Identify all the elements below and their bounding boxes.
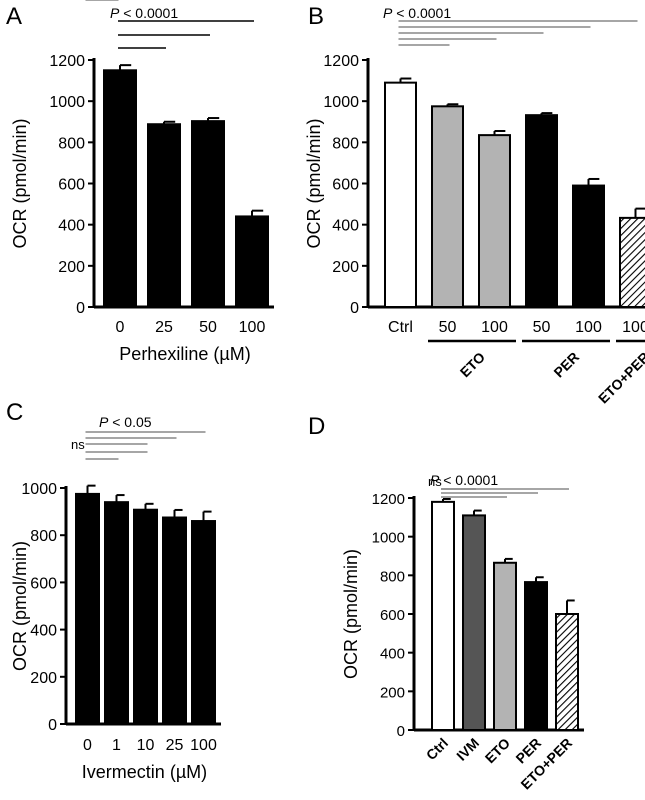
significance-label: P < 0.0001 (383, 5, 451, 21)
y-tick-label: 400 (332, 218, 359, 235)
significance-label: P < 0.0001 (110, 5, 178, 21)
x-tick-label: 0 (83, 737, 92, 754)
y-tick-label: 1000 (21, 481, 57, 498)
significance-label: P < 0.05 (99, 414, 152, 430)
y-tick-label: 600 (380, 607, 405, 624)
bar (555, 613, 579, 731)
y-tick-label: 1200 (372, 491, 405, 508)
group-label: ETO+PER (595, 349, 645, 407)
p-symbol: P (110, 5, 120, 21)
bar (162, 516, 187, 725)
y-tick-label: 400 (58, 218, 85, 235)
y-tick-label: 1200 (49, 53, 85, 70)
group-label: PER (550, 349, 582, 381)
y-tick-label: 1200 (323, 53, 359, 70)
y-tick-label: 0 (76, 300, 85, 317)
group-label: ETO (457, 349, 489, 381)
significance-label: P < 0.0001 (430, 472, 498, 488)
x-tick-label: 50 (199, 319, 217, 336)
y-tick-label: 800 (332, 135, 359, 152)
y-tick-label: 1000 (49, 94, 85, 111)
y-tick-label: 200 (58, 259, 85, 276)
y-tick-label: 0 (397, 723, 405, 740)
panel-letter-d: D (308, 413, 325, 440)
chart-panel-b: 0 200 400 600 800 1000 1200 OCR (pmol/min) Ctrl 5… (304, 5, 645, 406)
bar (191, 520, 216, 725)
y-tick-label: 200 (332, 259, 359, 276)
x-tick-label: 100 (575, 319, 602, 336)
bar (462, 514, 486, 732)
bar (478, 134, 511, 308)
bar (524, 581, 548, 731)
y-tick-label: 600 (30, 575, 57, 592)
x-axis-title: Perhexiline (µM) (119, 344, 250, 364)
panel-letter-b: B (308, 3, 324, 30)
chart-panel-a: 0 200 400 600 800 1000 1200 OCR (pmol/min) 0 25 50… (10, 5, 274, 364)
bar (235, 215, 269, 308)
y-tick-label: 800 (30, 528, 57, 545)
y-tick-label: 400 (30, 623, 57, 640)
y-tick-label: 200 (380, 684, 405, 701)
x-tick-label: 1 (112, 737, 121, 754)
bar (572, 184, 605, 308)
x-tick-label: 100 (190, 737, 217, 754)
bar (104, 501, 129, 725)
ns-label: ns (428, 474, 442, 489)
bar (384, 81, 417, 309)
x-tick-label: 50 (439, 319, 457, 336)
p-symbol: P (383, 5, 393, 21)
bar (431, 500, 455, 731)
y-axis-title: OCR (pmol/min) (10, 541, 30, 671)
y-tick-label: 1000 (372, 530, 405, 547)
p-value: < 0.05 (108, 414, 151, 430)
x-tick-label: 25 (166, 737, 184, 754)
y-axis-title: OCR (pmol/min) (10, 118, 30, 248)
p-symbol: P (99, 414, 109, 430)
p-value: < 0.0001 (439, 472, 498, 488)
y-tick-label: 600 (332, 177, 359, 194)
x-tick-label: 100 (481, 319, 508, 336)
panel-letter-c: C (6, 399, 23, 426)
x-tick-label: ETO (482, 735, 514, 767)
y-axis-title: OCR (pmol/min) (341, 549, 361, 679)
bar (431, 105, 464, 308)
bar (191, 120, 225, 308)
x-tick-label: 50 (533, 319, 551, 336)
x-tick-label: Ctrl (423, 735, 451, 763)
panel-letter-a: A (6, 3, 22, 30)
bar (133, 508, 158, 725)
bar (619, 216, 645, 308)
x-tick-label: IVM (453, 735, 482, 764)
x-tick-label: 100 (239, 319, 266, 336)
bar (103, 69, 137, 308)
y-tick-label: 800 (380, 568, 405, 585)
x-tick-label: Ctrl (388, 319, 413, 336)
bar (147, 123, 181, 308)
y-axis-title: OCR (pmol/min) (304, 118, 324, 248)
y-tick-label: 800 (58, 135, 85, 152)
x-tick-label: 25 (155, 319, 173, 336)
bar (525, 114, 558, 308)
x-tick-label: 10 (137, 737, 155, 754)
y-tick-label: 600 (58, 177, 85, 194)
x-axis-title: Ivermectin (µM) (82, 762, 207, 782)
y-tick-label: 0 (350, 300, 359, 317)
p-symbol: P (430, 472, 440, 488)
bar (493, 561, 517, 731)
p-value: < 0.0001 (392, 5, 451, 21)
x-tick-label: 0 (116, 319, 125, 336)
ns-label: ns (71, 437, 85, 452)
y-tick-label: 1000 (323, 94, 359, 111)
chart-panel-d: 0 200 400 600 800 1000 1200 OCR (pmol/min) Ctrl I… (341, 472, 584, 792)
y-tick-label: 400 (380, 646, 405, 663)
y-tick-label: 200 (30, 670, 57, 687)
y-tick-label: 0 (48, 717, 57, 734)
bar (75, 492, 100, 725)
p-value: < 0.0001 (119, 5, 178, 21)
x-tick-label: 100 (622, 319, 645, 336)
